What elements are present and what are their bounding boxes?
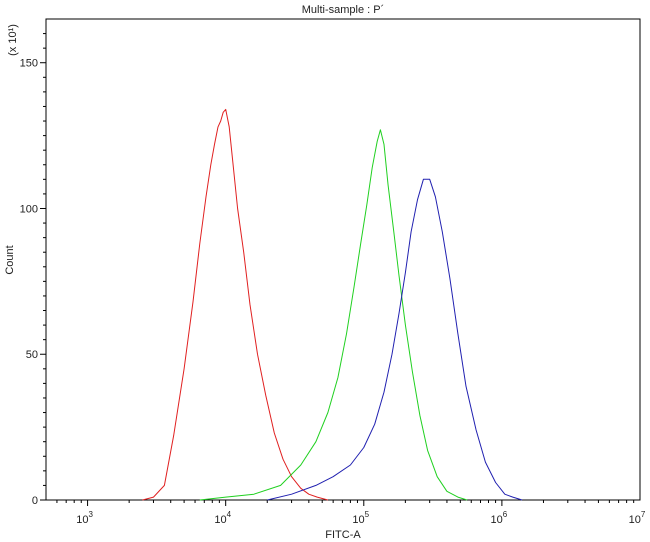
x-tick-label: 105 <box>352 510 369 526</box>
series-2-line <box>199 129 468 501</box>
plot-frame <box>45 18 641 501</box>
y-scale-note: (x 10¹) <box>7 24 19 56</box>
y-axis-label: Count <box>4 245 16 274</box>
y-tick-label: 0 <box>32 495 38 507</box>
x-tick-label: 106 <box>491 510 508 526</box>
x-axis-label: FITC-A <box>325 529 361 541</box>
series-1-line <box>142 108 329 501</box>
series-3-line <box>267 178 523 501</box>
chart-title: Multi-sample : P´ <box>302 4 385 16</box>
x-tick-label: 103 <box>76 510 93 526</box>
x-tick-group: 103 104 105 106 107 <box>56 500 646 526</box>
y-tick-label: 100 <box>20 203 38 215</box>
y-tick-group: 0 50 100 150 <box>20 33 46 507</box>
x-tick-label: 107 <box>629 510 646 526</box>
series-group <box>142 108 523 501</box>
y-tick-label: 50 <box>26 349 38 361</box>
x-tick-label: 104 <box>214 510 231 526</box>
y-tick-label: 150 <box>20 58 38 70</box>
